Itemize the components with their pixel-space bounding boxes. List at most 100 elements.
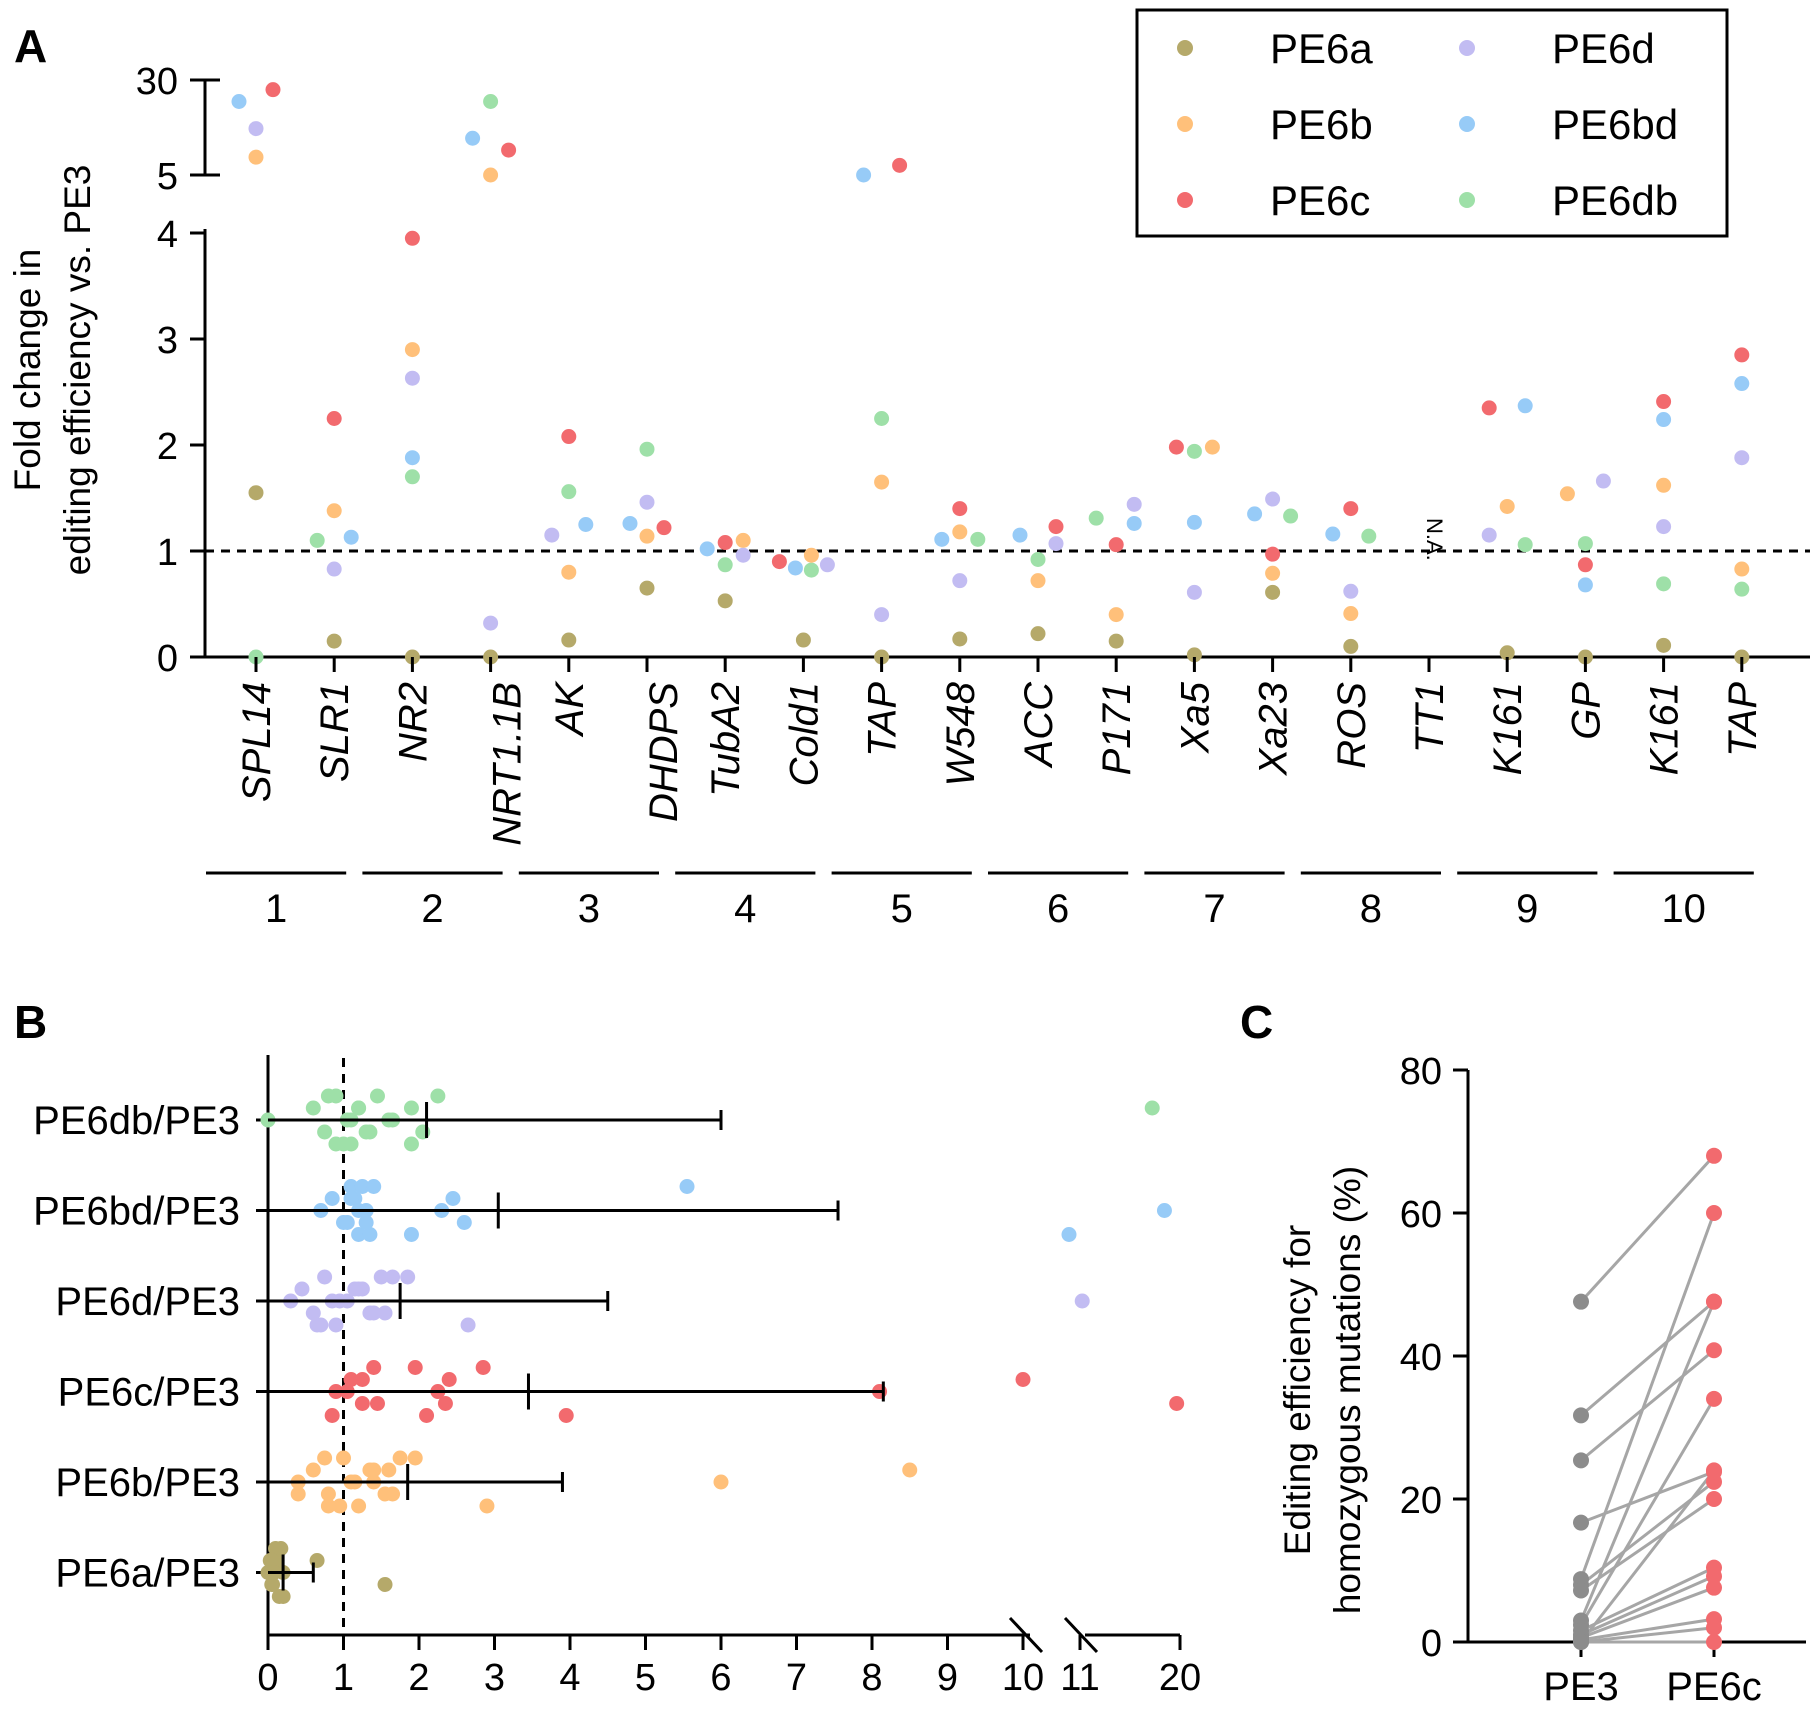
group-labels-a: 1 2 3 4 5 6 7 8 9 10 [206,871,1754,931]
legend-label: PE6bd [1552,101,1678,148]
point-pe6bd [622,515,638,531]
point-pe6a [1186,647,1202,663]
point-pe6b [874,474,890,490]
point-pe6c [1048,519,1064,535]
point-pe6c [952,501,968,517]
point-pe6bd [1126,515,1142,531]
point-pe6db [320,1088,336,1104]
point-pe6bd [1517,398,1533,414]
point-pe6c [1481,400,1497,416]
point-pe6bd [343,1179,359,1194]
point-pe6db [403,1100,419,1116]
paired-line [1579,1301,1716,1622]
paired-line [1580,1349,1715,1462]
group-label: 9 [1516,887,1538,931]
x-tick-label-b: 0 [257,1657,278,1699]
point-pe6d [1343,583,1359,599]
point-pe6db [717,557,733,573]
point-pe6bd [1325,526,1341,542]
point-pe6b [407,1450,423,1466]
point-pe6b [735,532,751,548]
point-pe6db [1734,581,1750,597]
point-pe6bd [1156,1203,1172,1218]
chart-b: 0 1 2 3 4 5 6 7 8 9 10 11 20 PE6db/PE3 PE6bd/PE3 PE6d/P… [33,1055,1201,1699]
point-pe6bd [1577,577,1593,593]
point-pe6a [326,633,342,649]
point-pe6b [561,564,577,580]
category-label: AK [548,680,592,738]
point-pe6d [294,1281,310,1297]
point-pe6c [1706,1579,1722,1596]
point-pe6a [248,485,264,501]
paired-line [1580,1497,1715,1592]
legend-marker [1459,40,1475,56]
point-pe6b [1734,561,1750,577]
point-pe6c [1706,1147,1722,1164]
legend-marker [1459,192,1475,208]
points-a [231,82,1750,665]
x-tick-label-b: 11 [1060,1657,1099,1699]
point-pe6a [1030,626,1046,642]
point-pe6d [1126,496,1142,512]
point-pe6a [275,1589,291,1604]
point-pe6d [952,573,968,589]
point-pe6c [326,411,342,426]
group-label: 5 [891,887,913,931]
point-pe6bd [787,560,803,576]
point-pe6b [385,1486,401,1502]
point-pe6b [248,149,264,165]
point-pe6d [385,1269,401,1285]
point-pe6b [320,1486,336,1502]
point-pe6d [326,561,342,577]
point-pe6a [952,631,968,647]
point-pe6d [639,494,655,510]
point-pe6c [1706,1390,1722,1407]
point-pe6c [1265,546,1281,562]
category-label: SLR1 [313,682,357,782]
point-pe6bd [856,167,872,183]
category-label: TAP [861,682,905,757]
point-pe6c [1343,501,1359,517]
point-pe6db [1088,510,1104,526]
point-pe6c [441,1372,457,1387]
point-pe6a [561,632,577,648]
point-pe6d [377,1305,393,1321]
point-pe3 [1573,1582,1589,1599]
point-pe6c [437,1396,453,1411]
point-pe6c [558,1408,574,1423]
y-tick-label-c: 20 [1400,1480,1442,1522]
point-pe6c [343,1372,359,1387]
point-pe6a [269,1553,285,1568]
point-pe6db [351,1100,367,1116]
point-pe6bd [343,1191,359,1206]
point-pe6b [1108,607,1124,623]
point-pe6d [366,1305,382,1321]
point-pe6bd [343,529,359,545]
category-label: P171 [1095,682,1139,775]
point-pe6c [1168,439,1184,455]
point-pe6c [369,1396,385,1411]
row-label: PE6b/PE3 [55,1461,240,1505]
point-pe6bd [404,450,420,466]
point-pe6d [354,1281,370,1297]
y-axis-a: 0 1 2 3 4 5 30 [136,61,1810,680]
point-pe6b [290,1486,306,1502]
point-pe6a [1108,633,1124,649]
point-pe6c [404,230,420,246]
point-pe6c [501,142,517,158]
point-pe6d [544,527,560,543]
legend-box [1135,8,1729,238]
category-label: K161 [1486,682,1530,775]
point-pe6d [1048,536,1064,552]
paired-line [1580,1574,1715,1637]
row-label: PE6a/PE3 [55,1552,240,1596]
x-tick-label-b: 2 [408,1657,429,1699]
x-tick-label-b: 8 [861,1657,882,1699]
point-pe6c [354,1372,370,1387]
category-label: NR2 [391,682,435,762]
point-pe6d [460,1317,476,1333]
paired-line [1580,1566,1715,1632]
point-pe6db [1517,537,1533,553]
point-pe6a [1265,584,1281,600]
